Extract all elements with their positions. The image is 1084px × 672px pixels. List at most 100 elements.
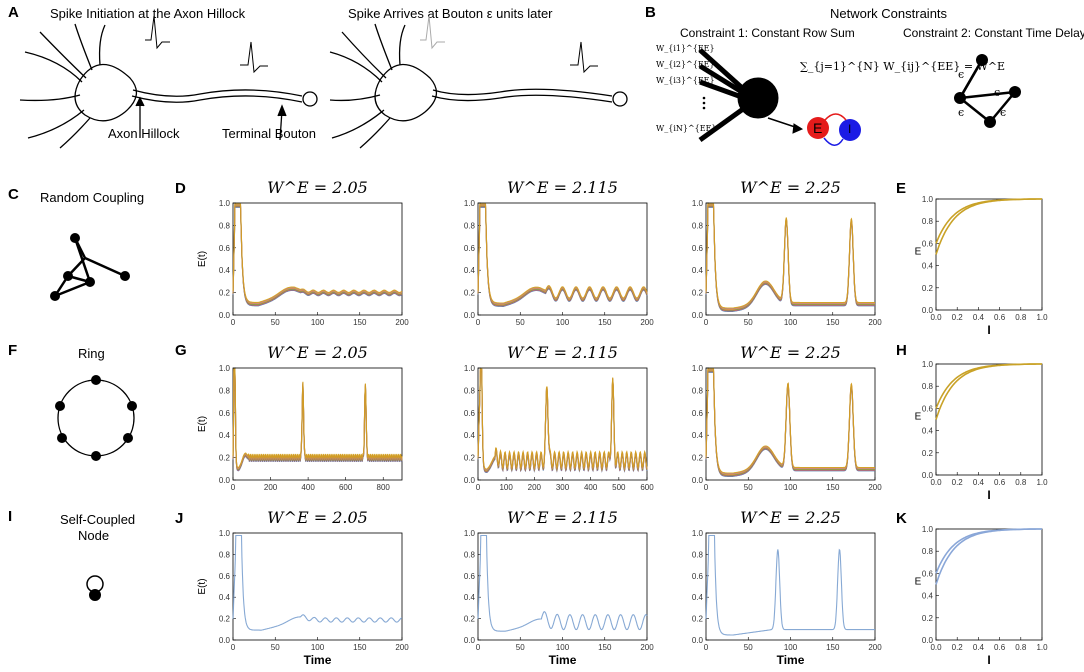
x-tick-label: 0.4 <box>973 313 985 322</box>
y-tick-label: 0.2 <box>219 454 231 463</box>
panel-f-title: Ring <box>78 346 105 361</box>
x-tick-label: 150 <box>826 643 840 652</box>
panel-c-title: Random Coupling <box>40 190 145 205</box>
random-coupling-diagram <box>50 233 130 301</box>
y-tick-label: 0.6 <box>692 409 704 418</box>
series-line <box>232 206 403 307</box>
x-axis-label: Time <box>304 653 332 667</box>
x-axis-label: I <box>987 488 990 502</box>
chart-d-we-2.25: W^E = 2.25 0.0 0.2 0.4 0.6 0.8 1.0 0 50 100 150 200 <box>692 178 882 327</box>
chart-title: W^E = 2.115 <box>507 508 618 527</box>
x-tick-label: 0.0 <box>930 643 942 652</box>
x-tick-label: 0 <box>231 643 236 652</box>
y-tick-label: 1.0 <box>692 529 704 538</box>
y-axis-label: E <box>915 577 922 588</box>
x-tick-label: 200 <box>868 643 882 652</box>
y-tick-label: 1.0 <box>922 195 934 204</box>
chart-j-we-2.05: W^E = 2.05 0.0 0.2 0.4 0.6 0.8 1.0 0 50 100 150 200… <box>197 508 409 667</box>
series-line <box>477 206 648 307</box>
y-tick-label: 1.0 <box>922 360 934 369</box>
panel-letter-b: B <box>645 4 656 21</box>
y-tick-label: 0.2 <box>219 289 231 298</box>
x-tick-label: 0 <box>231 483 236 492</box>
neuron-illustration-left <box>19 15 318 149</box>
y-tick-label: 0.6 <box>219 409 231 418</box>
y-tick-label: 0.8 <box>219 221 231 230</box>
phase-curve <box>935 528 1042 574</box>
x-tick-label: 100 <box>556 643 570 652</box>
plot-frame <box>935 528 1043 641</box>
y-tick-label: 0.6 <box>922 569 934 578</box>
y-axis-label: E <box>915 247 922 258</box>
panel-letter-e: E <box>896 180 907 197</box>
y-tick-label: 0.2 <box>464 454 476 463</box>
chart-title: W^E = 2.25 <box>740 343 841 362</box>
constraint-2-label: Constraint 2: Constant Time Delay <box>903 26 1084 40</box>
x-tick-label: 50 <box>516 643 525 652</box>
y-axis-label: E(t) <box>197 578 208 594</box>
y-tick-label: 0.0 <box>464 636 476 645</box>
y-tick-label: 0.8 <box>464 550 476 559</box>
panel-letter-g: G <box>175 342 187 359</box>
x-tick-label: 150 <box>826 483 840 492</box>
y-tick-label: 0.4 <box>692 593 704 602</box>
chart-j-we-2.25: W^E = 2.25 0.0 0.2 0.4 0.6 0.8 1.0 0 50 100 150 200… <box>692 508 882 667</box>
ellipsis-dots <box>702 96 706 110</box>
x-tick-label: 600 <box>339 483 353 492</box>
chart-title: W^E = 2.05 <box>267 343 368 362</box>
y-tick-label: 0.2 <box>219 615 231 624</box>
x-tick-label: 0 <box>231 318 236 327</box>
y-tick-label: 0.2 <box>464 289 476 298</box>
x-tick-label: 100 <box>556 318 570 327</box>
x-tick-label: 50 <box>744 318 753 327</box>
x-tick-label: 100 <box>784 483 798 492</box>
panel-letter-c: C <box>8 186 19 203</box>
series-line <box>232 204 403 305</box>
x-tick-label: 500 <box>612 483 626 492</box>
y-tick-label: 0.4 <box>464 266 476 275</box>
y-tick-label: 1.0 <box>692 364 704 373</box>
x-tick-label: 300 <box>556 483 570 492</box>
panel-letter-j: J <box>175 510 184 527</box>
node-i <box>839 119 861 141</box>
plot-frame <box>705 532 876 641</box>
x-tick-label: 600 <box>640 483 654 492</box>
y-tick-label: 0.8 <box>219 386 231 395</box>
neuron-illustration-right-axon <box>499 41 628 107</box>
x-tick-label: 0.2 <box>952 313 964 322</box>
y-tick-label: 0.0 <box>692 636 704 645</box>
y-tick-label: 0.4 <box>219 431 231 440</box>
label-axon-hillock: Axon Hillock <box>108 126 180 141</box>
delay-eps-1: ϵ <box>958 68 965 81</box>
x-tick-label: 0.0 <box>930 478 942 487</box>
delay-eps-4: ϵ <box>1000 106 1007 119</box>
y-tick-label: 0.0 <box>922 471 934 480</box>
x-tick-label: 1.0 <box>1036 643 1048 652</box>
chart-title: W^E = 2.25 <box>740 178 841 197</box>
panel-a-title-left: Spike Initiation at the Axon Hillock <box>50 6 246 21</box>
x-tick-label: 50 <box>516 318 525 327</box>
y-axis-label: E(t) <box>197 416 208 432</box>
x-axis-label: I <box>987 323 990 337</box>
y-tick-label: 0.8 <box>692 386 704 395</box>
y-tick-label: 0.6 <box>464 244 476 253</box>
y-tick-label: 0.6 <box>464 409 476 418</box>
series-line <box>232 534 403 631</box>
chart-g-we-2.25: W^E = 2.25 0.0 0.2 0.4 0.6 0.8 1.0 0 50 100 150 200 <box>692 343 882 492</box>
series-line <box>232 368 403 469</box>
chart-title: W^E = 2.25 <box>740 508 841 527</box>
plot-frame <box>935 363 1043 476</box>
y-tick-label: 0.8 <box>464 386 476 395</box>
x-tick-label: 0.2 <box>952 478 964 487</box>
x-tick-label: 0.6 <box>994 313 1006 322</box>
x-tick-label: 50 <box>744 483 753 492</box>
x-tick-label: 150 <box>353 318 367 327</box>
y-tick-label: 0.2 <box>692 289 704 298</box>
y-tick-label: 1.0 <box>464 364 476 373</box>
x-tick-label: 200 <box>868 483 882 492</box>
plot-frame <box>935 198 1043 311</box>
x-tick-label: 0.8 <box>1015 643 1027 652</box>
x-tick-label: 200 <box>868 318 882 327</box>
node-e-label: E <box>813 120 823 136</box>
y-tick-label: 1.0 <box>464 529 476 538</box>
